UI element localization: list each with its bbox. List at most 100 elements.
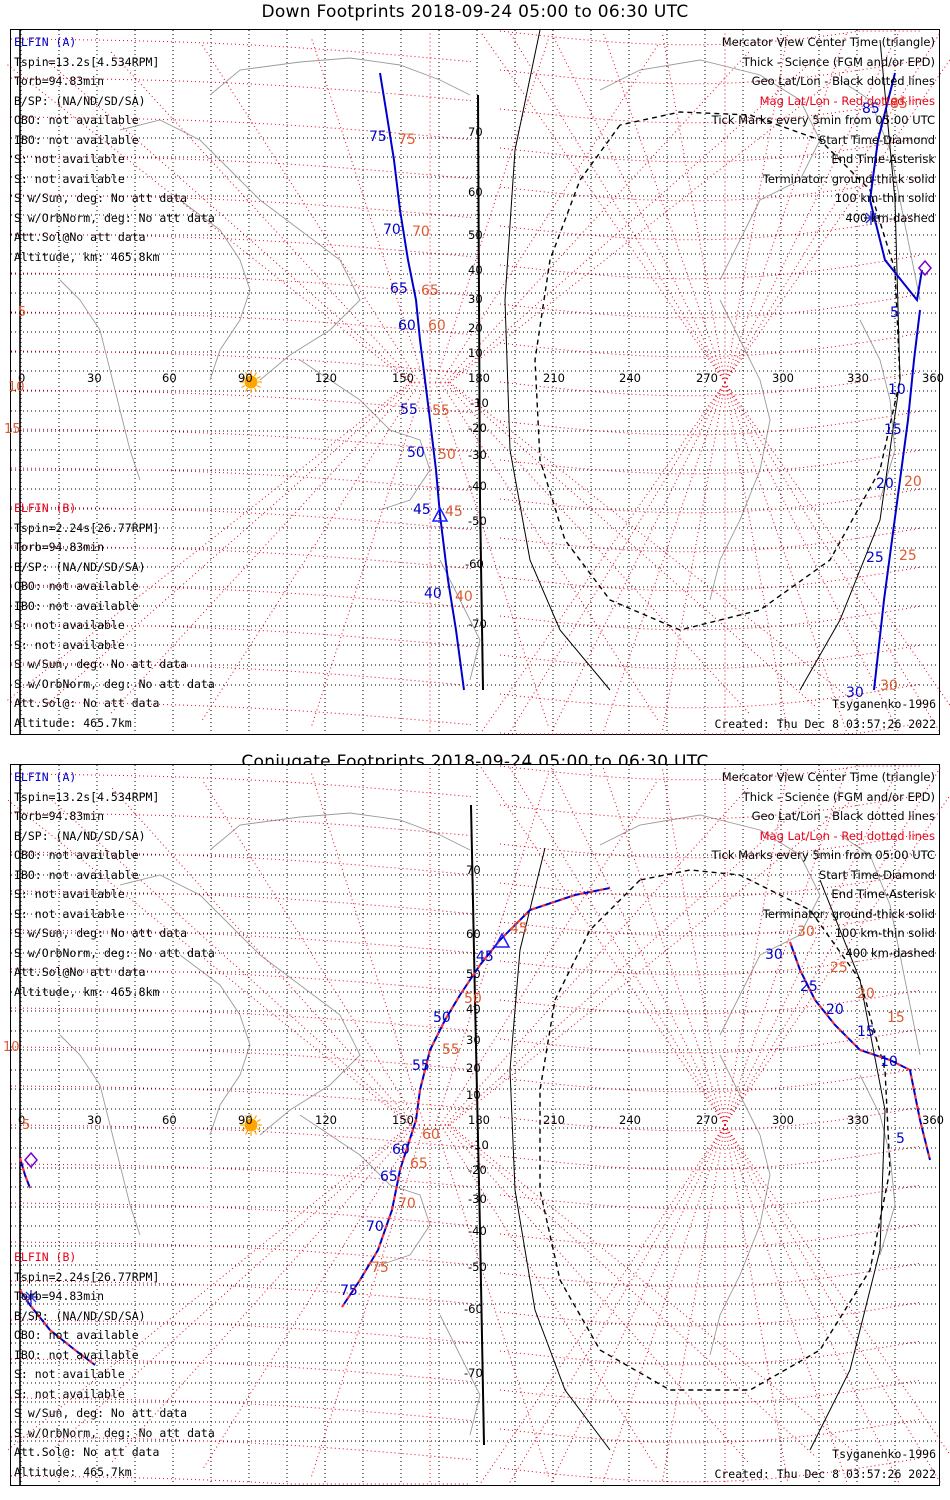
track-a-time-label: 60 [392, 1142, 410, 1158]
coastline [119, 874, 361, 1136]
sun-ray [241, 1127, 246, 1132]
elfin-a-info: ELFIN (A) Tspin=13.2s[4.534RPM] Torb=94.… [14, 33, 215, 267]
lat-tick-label: 20 [468, 321, 483, 335]
mag-lon-line [480, 31, 726, 383]
elfin-b-line: Altitude: 465.7km [14, 1464, 132, 1479]
elfin-a-line: S w/OrbNorm, deg: No att data [14, 210, 215, 225]
mag-lat-line [10, 38, 472, 63]
lon-tick-label: 300 [772, 371, 794, 385]
map-canvas: 0 30 60 90 120 150 180 210 240 270 300 330 360 70 60 50… [3, 765, 950, 1485]
lon-tick-label: 360 [922, 1113, 944, 1127]
mag-lat-line [10, 467, 472, 492]
map-canvas: 0 30 60 90 120 150 180 210 240 270 300 330 360 70 60 50… [4, 29, 950, 735]
lat-tick-label: 10 [468, 346, 483, 360]
lon-tick-label: 210 [543, 371, 565, 385]
track-b-time-label: 30 [846, 685, 864, 701]
coastline [839, 834, 921, 1056]
track-a-mag-label: 40 [455, 589, 473, 605]
mag-lon-line [6, 382, 411, 702]
mag-lon-line [509, 382, 726, 734]
lat-tick-label: 40 [468, 263, 483, 277]
track-a-mag-label: 60 [422, 1127, 440, 1143]
elfin-a-name: ELFIN (A) [14, 35, 77, 49]
mag-edge-label: 5 [18, 305, 26, 320]
track-b-time-label: 5 [896, 1131, 905, 1147]
sun-icon [240, 1114, 262, 1136]
lon-tick-label: 360 [922, 371, 944, 385]
mag-lat-line [10, 890, 472, 915]
sun-disc [244, 375, 258, 389]
lon-tick-label: 300 [772, 1113, 794, 1127]
mag-lat-line [10, 350, 472, 375]
lon-tick-label: 120 [315, 371, 337, 385]
track-b-science-line [789, 941, 931, 1161]
lon-tick-label: 30 [87, 371, 102, 385]
mag-lat-line [10, 233, 472, 258]
mag-lat-line [10, 1280, 472, 1305]
mag-lon-line [661, 31, 726, 383]
mag-lat-line [10, 1046, 472, 1071]
coastline [299, 1114, 431, 1266]
track-b-mag-label: 25 [830, 960, 848, 976]
lat-tick-label: -70 [464, 1366, 483, 1380]
track-b-mag-label: 20 [904, 474, 922, 490]
track-b-line [868, 72, 923, 303]
mag-lat-line [499, 1262, 921, 1288]
elfin-a-line: S w/OrbNorm, deg: No att data [14, 945, 215, 960]
coastline [599, 59, 821, 281]
mag-lon-line [311, 382, 425, 727]
mag-lon-line [480, 382, 726, 734]
sun-ray [244, 1115, 249, 1120]
lat-tick-label: -20 [468, 1163, 487, 1177]
sun-ray [253, 1115, 258, 1120]
mag-lat-line [10, 545, 472, 570]
mag-lat-line [10, 662, 472, 687]
mag-lon-line [550, 31, 726, 383]
mag-lat-line [10, 851, 472, 876]
lat-tick-label: 30 [466, 1033, 481, 1047]
map-frame [10, 764, 940, 1486]
track-b-mag-label: 20 [857, 986, 875, 1002]
track-b-mag-label: 30 [880, 678, 898, 694]
track-b-time-label: 10 [888, 382, 906, 398]
mag-lat-line [10, 584, 472, 609]
coastline [59, 279, 141, 481]
elfin-a-line: S w/Sun, deg: No att data [14, 926, 188, 940]
mag-lon-line [602, 382, 726, 734]
legend-item: Geo Lat/Lon - Black dotted lines [751, 809, 935, 823]
sun-ray [241, 384, 246, 389]
lat-tick-label: 50 [468, 228, 483, 242]
elfin-b-name: ELFIN (B) [14, 501, 77, 515]
legend-item: Mercator View Center Time (triangle) [721, 770, 935, 784]
mag-edge-label: 10 [3, 1040, 20, 1055]
asterisk-stroke [25, 1291, 37, 1303]
sun-ray [241, 375, 246, 380]
mag-lat-line [10, 1397, 472, 1422]
coastline [709, 1054, 771, 1356]
center-time-triangle-icon [493, 932, 511, 948]
track-b-time-label: 20 [826, 1002, 844, 1018]
mag-lat-line [10, 1436, 472, 1461]
lat-tick-label: -40 [468, 1224, 487, 1238]
lat-tick-label: 60 [466, 927, 481, 941]
track-b-mag-label: 30 [797, 924, 815, 940]
lon-tick-label: 210 [543, 1113, 565, 1127]
legend-item: 100 km-thin solid [834, 191, 935, 205]
lon-tick-label: 0 [18, 1113, 25, 1127]
mag-lon-line [509, 1124, 726, 1484]
elfin-a-line: Torb=94.83min [14, 74, 105, 88]
track-a-time-label: 70 [366, 1219, 384, 1235]
terminator-400km-line [539, 869, 891, 1391]
elfin-b-name: ELFIN (B) [14, 1250, 77, 1264]
lat-tick-label: -50 [468, 1260, 487, 1274]
track-a-mag-label: 65 [421, 283, 439, 299]
mag-lon-line [6, 63, 411, 383]
coastline [839, 79, 921, 301]
mag-lat-line [10, 968, 472, 993]
mag-lat-line [10, 701, 472, 726]
mag-lon-line [449, 1124, 854, 1452]
coastline [299, 359, 431, 511]
mag-lon-line [447, 1124, 817, 1458]
lon-tick-label: 180 [468, 371, 490, 385]
track-a-mag-label: 55 [432, 403, 450, 419]
